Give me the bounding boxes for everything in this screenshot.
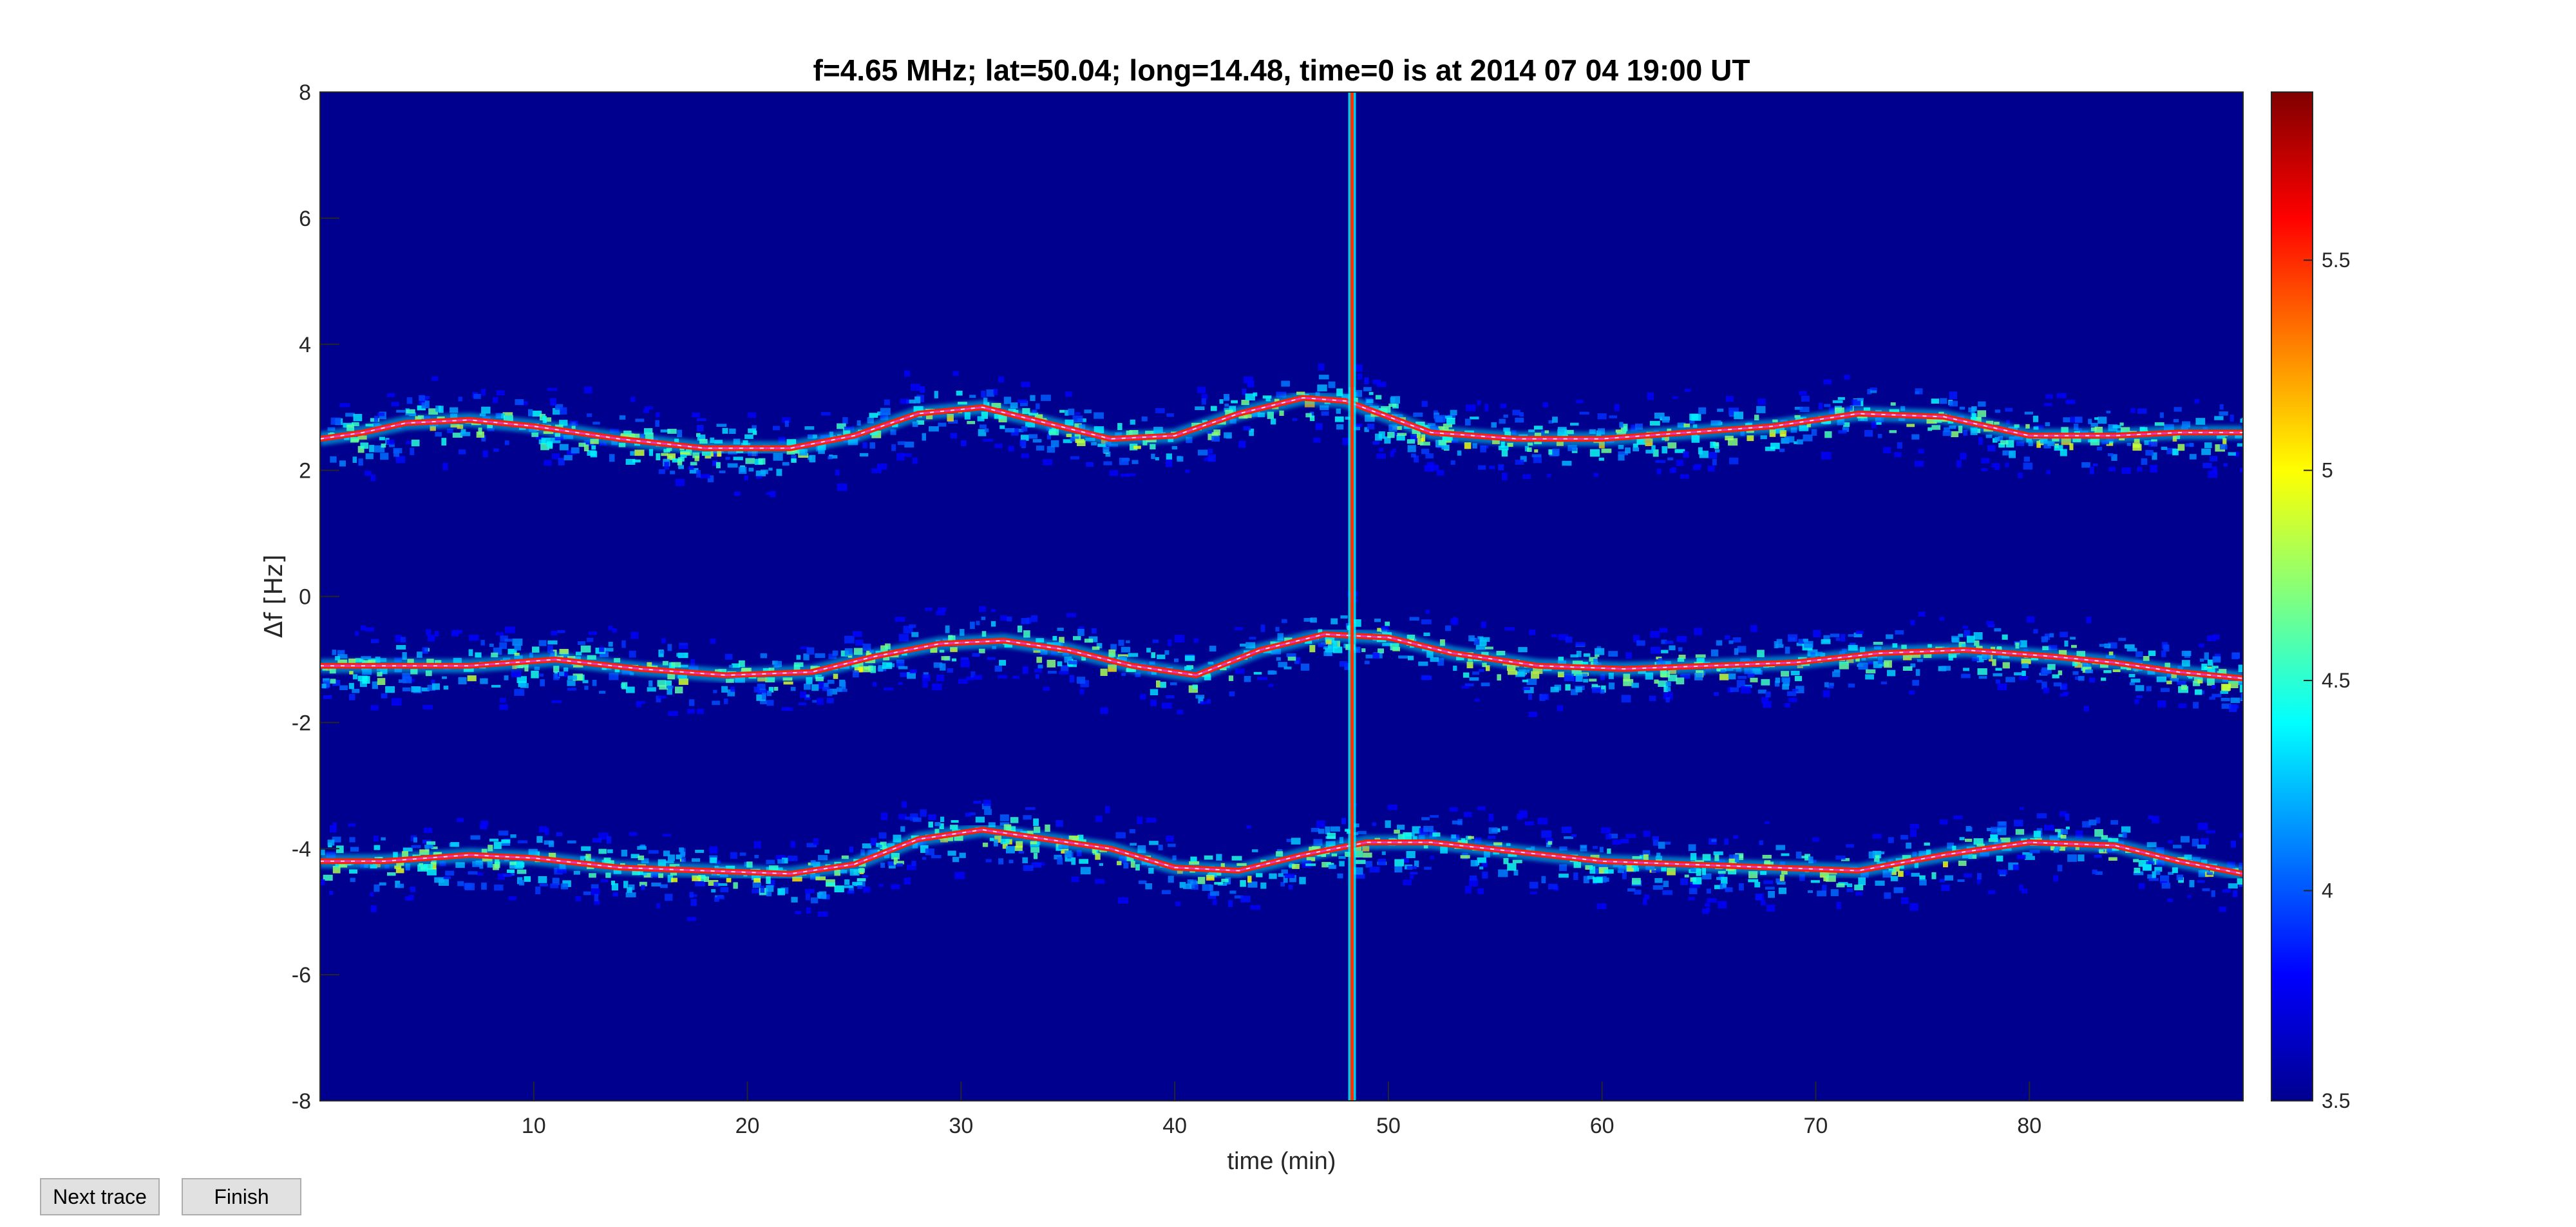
- x-tick-label: 60: [1590, 1114, 1615, 1138]
- y-tick-label: 0: [299, 585, 311, 610]
- x-tick-label: 70: [1804, 1114, 1828, 1138]
- colorbar: [2271, 91, 2313, 1101]
- y-tick-label: -8: [292, 1089, 311, 1114]
- colorbar-tick-label: 4: [2322, 879, 2333, 903]
- y-tick-label: -4: [292, 837, 311, 861]
- x-tick-label: 30: [949, 1114, 973, 1138]
- colorbar-tick-label: 3.5: [2322, 1089, 2350, 1112]
- finish-button[interactable]: Finish: [182, 1178, 301, 1215]
- y-tick-label: 4: [299, 333, 311, 357]
- x-tick-label: 10: [522, 1114, 546, 1138]
- y-tick-label: -2: [292, 711, 311, 735]
- y-tick-label: 2: [299, 459, 311, 483]
- y-tick-label: 6: [299, 207, 311, 231]
- x-tick-label: 20: [735, 1114, 760, 1138]
- y-tick-label: 8: [299, 80, 311, 105]
- colorbar-tick-label: 4.5: [2322, 669, 2350, 692]
- x-tick-label: 80: [2017, 1114, 2041, 1138]
- next-trace-button[interactable]: Next trace: [40, 1178, 160, 1215]
- plot-area: [320, 92, 2243, 1101]
- x-tick-label: 50: [1376, 1114, 1401, 1138]
- colorbar-tick-label: 5: [2322, 459, 2333, 482]
- y-axis-label: Δf [Hz]: [260, 554, 288, 638]
- x-axis-label: time (min): [1227, 1148, 1336, 1175]
- chart-title: f=4.65 MHz; lat=50.04; long=14.48, time=…: [813, 53, 1750, 87]
- colorbar-tick-label: 5.5: [2322, 248, 2350, 272]
- y-tick-label: -6: [292, 963, 311, 988]
- x-tick-label: 40: [1162, 1114, 1187, 1138]
